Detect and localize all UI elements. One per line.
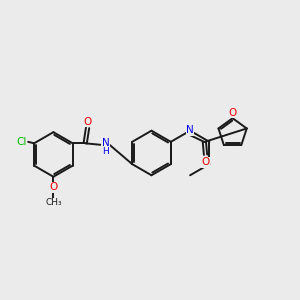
- Text: H: H: [102, 147, 109, 156]
- Text: N: N: [186, 125, 194, 135]
- Text: O: O: [83, 117, 92, 127]
- Text: O: O: [229, 108, 237, 118]
- Text: O: O: [202, 157, 210, 167]
- Text: CH₃: CH₃: [45, 198, 62, 207]
- Text: N: N: [101, 138, 109, 148]
- Text: Cl: Cl: [16, 137, 27, 147]
- Text: O: O: [49, 182, 58, 193]
